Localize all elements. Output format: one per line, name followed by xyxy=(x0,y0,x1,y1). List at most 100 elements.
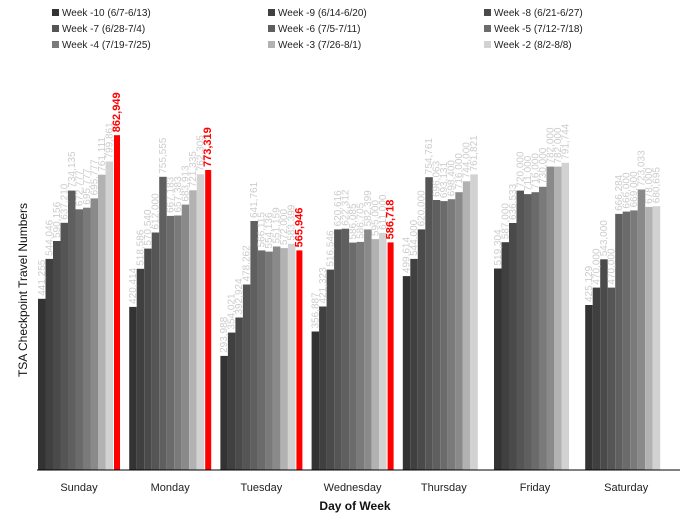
bar xyxy=(38,298,46,470)
bar xyxy=(371,239,380,470)
legend-entry: Week -9 (6/14-6/20) xyxy=(278,8,367,19)
data-label: 518,586 xyxy=(135,229,146,266)
data-label: 572,000 xyxy=(279,209,290,246)
bar xyxy=(585,305,593,470)
x-tick-label: Thursday xyxy=(421,482,467,494)
data-label: 543,000 xyxy=(599,220,610,257)
bar xyxy=(242,284,251,470)
data-label: 544,046 xyxy=(44,219,55,256)
data-label: 582,399 xyxy=(363,190,374,227)
data-labels: 441,255 544,046590,156637,210734,135672,7… xyxy=(37,92,663,352)
bar-current-week xyxy=(114,135,120,470)
bar xyxy=(630,210,638,470)
bar-current-week xyxy=(387,242,394,470)
bar xyxy=(455,192,463,470)
x-tick-label: Saturday xyxy=(604,482,649,494)
data-label: 711,000 xyxy=(523,155,534,191)
data-label: 421,323 xyxy=(318,267,329,304)
legend-entry: Week -10 (6/7-6/13) xyxy=(62,8,151,19)
bar xyxy=(68,190,76,470)
bar xyxy=(129,306,137,470)
data-label: 544,000 xyxy=(409,219,420,256)
data-label: 499,614 xyxy=(402,237,413,274)
data-label: 620,000 xyxy=(417,190,428,227)
bar xyxy=(265,251,273,470)
data-label: 554,136 xyxy=(264,212,275,249)
data-label: 470,000 xyxy=(592,248,603,285)
bar xyxy=(524,194,532,470)
y-axis-title: TSA Checkpoint Travel Numbers xyxy=(16,203,30,377)
legend-swatch xyxy=(268,9,275,16)
bar xyxy=(83,207,91,470)
bar xyxy=(105,161,113,470)
data-label: 720,000 xyxy=(515,151,526,188)
data-label: 696,063 xyxy=(432,160,443,197)
bar xyxy=(227,332,236,470)
data-label: 716,000 xyxy=(530,153,541,190)
legend-swatch xyxy=(484,9,491,16)
data-label: 723,033 xyxy=(637,150,648,187)
bar xyxy=(554,166,562,470)
legend-entry: Week -3 (7/26-8/1) xyxy=(278,40,361,51)
bar xyxy=(379,232,387,470)
bar-current-week xyxy=(296,250,303,470)
legend-swatch xyxy=(268,25,275,32)
bar xyxy=(615,213,623,470)
bar xyxy=(645,206,653,470)
bars xyxy=(38,135,661,471)
data-label: 782,000 xyxy=(545,127,556,164)
bar xyxy=(272,246,281,470)
data-label: 441,255 xyxy=(37,259,48,296)
bar xyxy=(334,229,342,470)
bar xyxy=(417,229,426,470)
data-label: 519,304 xyxy=(493,229,504,266)
x-tick-label: Sunday xyxy=(60,482,98,494)
bar xyxy=(410,258,418,470)
bar xyxy=(45,258,53,470)
x-tick-label: Friday xyxy=(520,482,551,494)
bar xyxy=(509,223,517,470)
data-label-current-week: 862,949 xyxy=(111,92,123,132)
x-tick-label: Tuesday xyxy=(241,482,283,494)
bar xyxy=(311,331,320,470)
bar xyxy=(600,259,608,470)
bar xyxy=(516,190,524,470)
data-label: 761,821 xyxy=(469,135,480,172)
data-label: 657,383 xyxy=(173,176,184,213)
bar xyxy=(90,198,98,470)
bar xyxy=(349,242,357,470)
bar xyxy=(607,287,616,470)
bar-current-week xyxy=(205,170,212,470)
data-label: 683,913 xyxy=(180,165,191,202)
bar xyxy=(151,232,160,470)
bar xyxy=(144,248,152,470)
bar xyxy=(159,176,167,471)
bar xyxy=(280,248,288,470)
bar xyxy=(196,174,205,471)
data-label: 583,399 xyxy=(287,204,298,241)
data-label: 611,000 xyxy=(378,194,389,230)
bar xyxy=(257,250,266,470)
data-label: 782,000 xyxy=(553,127,564,164)
bar xyxy=(364,229,372,470)
x-tick-labels: Sunday Monday Tuesday Wednesday Thursday Frid… xyxy=(60,482,648,494)
legend-swatch xyxy=(52,41,59,48)
bar xyxy=(432,200,441,470)
data-label: 590,156 xyxy=(52,201,63,238)
data-label-current-week: 565,946 xyxy=(293,208,305,248)
data-label: 755,555 xyxy=(158,137,169,174)
data-label: 667,183 xyxy=(165,176,176,213)
bar xyxy=(189,190,197,471)
data-label: 587,000 xyxy=(500,203,511,240)
data-label: 551,159 xyxy=(272,207,283,244)
legend-swatch xyxy=(268,41,275,48)
x-axis-title: Day of Week xyxy=(319,499,390,513)
data-label: 478,262 xyxy=(242,245,253,282)
legend-entry: Week -6 (7/5-7/11) xyxy=(278,24,360,35)
bar xyxy=(98,174,106,470)
bar xyxy=(402,276,411,470)
bar xyxy=(637,189,646,470)
bar xyxy=(53,241,61,470)
data-label: 420,414 xyxy=(128,267,139,304)
